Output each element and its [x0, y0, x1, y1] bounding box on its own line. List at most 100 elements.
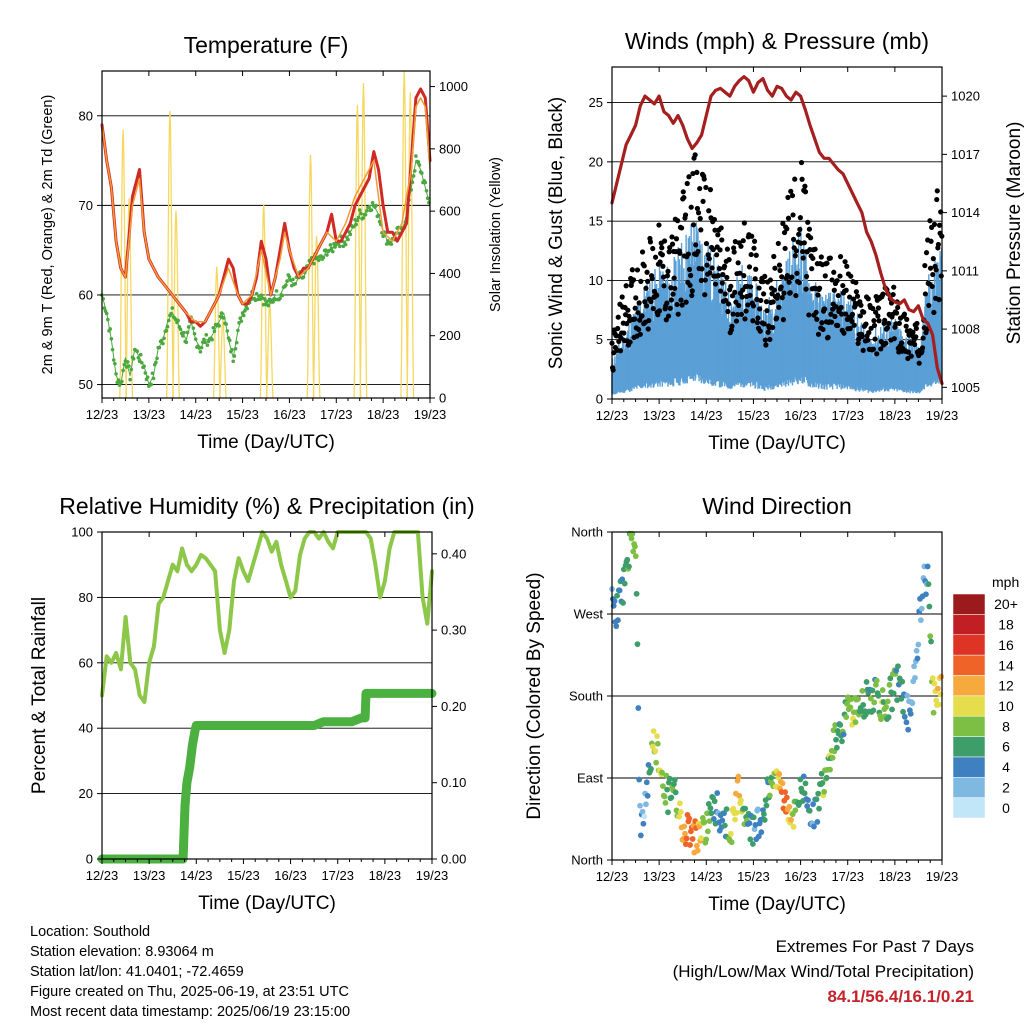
- gust-point: [723, 297, 729, 304]
- gust-point: [835, 292, 841, 299]
- gust-point: [762, 273, 768, 280]
- dewpoint-point: [343, 242, 348, 247]
- gust-point: [792, 253, 798, 259]
- panel-humidity: 12/23 13/23 14/23 15/23 16/23 17/23 18/23 19/23…: [29, 493, 475, 914]
- gust-point: [901, 311, 908, 317]
- gust-point: [849, 311, 856, 317]
- gust-point: [644, 269, 650, 275]
- x-tick-label: 17/23: [321, 868, 354, 883]
- direction-point: [755, 806, 761, 813]
- legend-label: 4: [1002, 759, 1010, 775]
- gust-point: [930, 256, 936, 262]
- gust-point: [647, 239, 654, 245]
- gust-point: [859, 333, 865, 340]
- x-tick-label: 18/23: [879, 408, 912, 423]
- y-tick-label: 10: [589, 273, 603, 288]
- direction-point: [816, 805, 822, 812]
- x-tick-label: 15/23: [226, 407, 259, 422]
- y-tick-label: 20: [79, 786, 93, 801]
- gust-point: [789, 192, 796, 199]
- gust-point: [748, 284, 754, 290]
- direction-point: [681, 823, 688, 830]
- gust-point: [698, 277, 704, 284]
- gust-point: [843, 287, 849, 293]
- gust-point: [610, 367, 616, 373]
- gust-point: [688, 272, 694, 279]
- legend-label: 8: [1002, 718, 1010, 734]
- x-tick-label: 15/23: [737, 408, 770, 423]
- gust-point: [832, 313, 838, 320]
- gust-point: [878, 346, 884, 352]
- gust-point: [854, 293, 861, 299]
- gust-point: [916, 360, 922, 366]
- x-axis-label: Time (Day/UTC): [198, 893, 336, 914]
- plot-area-temperature: [100, 70, 432, 399]
- gust-point: [805, 219, 811, 225]
- gust-point: [922, 291, 929, 297]
- legend-swatch: [952, 715, 986, 737]
- gust-point: [802, 183, 808, 189]
- direction-point: [914, 655, 921, 662]
- direction-point: [643, 801, 649, 808]
- station-info: Location: Southold Station elevation: 8.…: [30, 922, 350, 1022]
- direction-point: [736, 792, 743, 799]
- direction-point: [912, 674, 918, 681]
- gust-point: [829, 277, 835, 283]
- dewpoint-point: [170, 306, 175, 310]
- gust-point: [730, 311, 736, 317]
- direction-point: [677, 809, 684, 815]
- legend-swatch: [952, 695, 986, 717]
- gust-point: [806, 226, 813, 232]
- gust-point: [667, 245, 673, 251]
- gust-point: [737, 270, 743, 276]
- direction-point: [746, 820, 753, 827]
- extremes-subtitle: (High/Low/Max Wind/Total Precipitation): [672, 962, 974, 981]
- gust-point: [790, 212, 796, 218]
- gust-point: [843, 311, 849, 317]
- gust-point: [736, 302, 742, 309]
- gust-point: [922, 262, 928, 269]
- gust-point: [623, 283, 629, 289]
- direction-point: [883, 704, 889, 710]
- gust-point: [876, 318, 882, 324]
- gust-point: [748, 251, 754, 258]
- gust-point: [669, 241, 676, 247]
- insolation-spike: [406, 92, 415, 399]
- gust-point: [787, 290, 793, 296]
- panel-temperature: 12/23 13/23 14/23 15/23 16/23 17/23 18/23 19/23…: [40, 32, 504, 453]
- legend-swatch: [952, 654, 986, 676]
- gust-point: [726, 257, 732, 263]
- gust-point: [712, 281, 719, 287]
- gust-point: [760, 279, 766, 285]
- direction-point: [776, 771, 783, 777]
- gust-point: [716, 266, 723, 272]
- chart-title: Relative Humidity (%) & Precipitation (i…: [59, 493, 474, 519]
- gust-point: [841, 330, 847, 336]
- gust-point: [689, 292, 695, 299]
- direction-point: [694, 847, 701, 854]
- y2-tick-label: 400: [439, 266, 461, 281]
- x-tick-label: 16/23: [274, 868, 307, 883]
- plot-area-wind-direction: [609, 530, 945, 856]
- gust-point: [786, 279, 792, 285]
- x-axis-label: Time (Day/UTC): [708, 894, 846, 915]
- gust-point: [801, 240, 807, 246]
- gust-point: [908, 353, 914, 359]
- y-axis-label: Percent & Total Rainfall: [29, 597, 50, 794]
- y2-tick-label: 200: [439, 328, 461, 343]
- gust-point: [905, 349, 912, 355]
- gust-point: [664, 300, 670, 306]
- gust-point: [685, 251, 691, 257]
- gust-point: [725, 301, 732, 307]
- legend-swatch: [952, 593, 986, 615]
- gust-point: [715, 273, 721, 279]
- gust-point: [920, 335, 926, 341]
- insolation-spike: [125, 198, 134, 399]
- gust-point: [794, 270, 800, 276]
- chart-title: Winds (mph) & Pressure (mb): [625, 28, 929, 54]
- y-tick-label: 25: [589, 95, 603, 110]
- gust-point: [831, 287, 837, 293]
- gust-point: [861, 309, 867, 315]
- gust-point: [621, 330, 627, 336]
- direction-point: [637, 832, 644, 839]
